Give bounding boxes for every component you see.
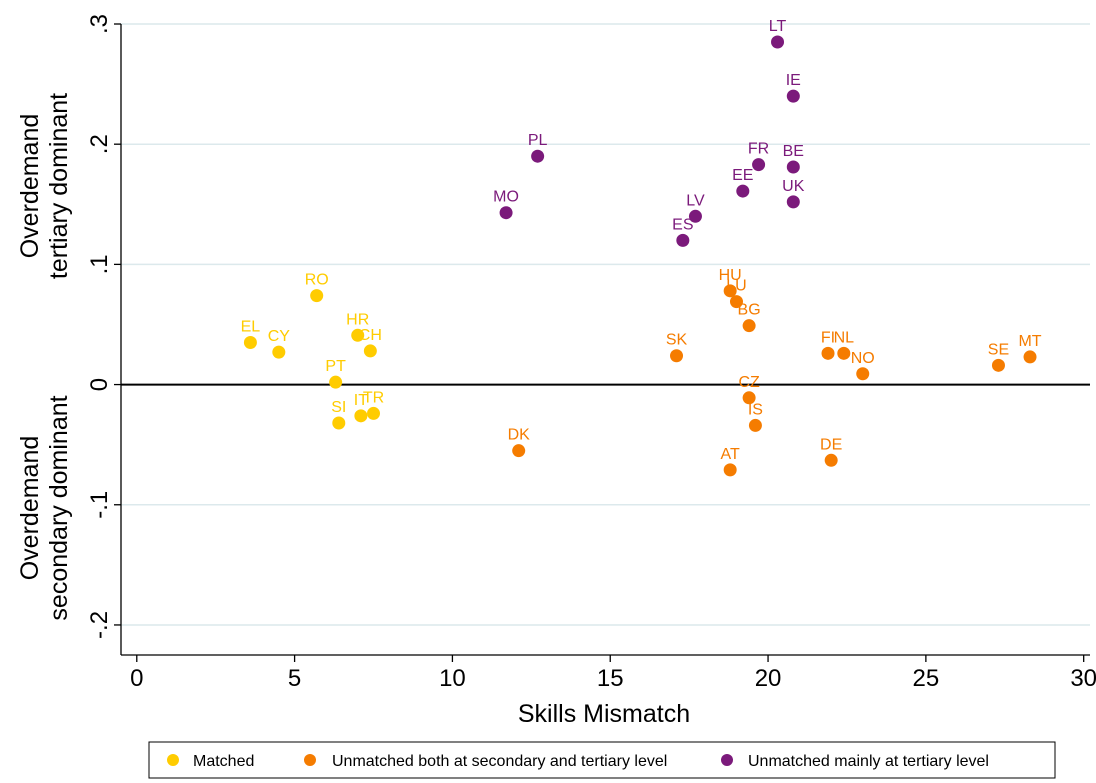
x-tick-label: 5 [288, 665, 301, 692]
x-tick-label: 0 [130, 665, 143, 692]
point-dk [512, 444, 526, 458]
point-ch [363, 344, 377, 358]
legend-label-unmatched-tertiary: Unmatched mainly at tertiary level [748, 753, 989, 770]
point-label-cz: CZ [738, 374, 760, 391]
point-lt [771, 35, 785, 49]
point-label-it: IT [354, 392, 368, 409]
y-axis-title-lower: Overdemand secondary dominant [16, 395, 73, 620]
point-se [991, 358, 1005, 372]
legend-label-unmatched-both: Unmatched both at secondary and tertiary… [332, 753, 667, 770]
point-no [856, 367, 870, 381]
point-label-dk: DK [508, 427, 531, 444]
y-axis-title-upper-line2: tertiary dominant [45, 93, 73, 279]
point-label-lu: LU [726, 278, 746, 295]
y-axis-title-lower-line1: Overdemand [16, 436, 44, 581]
point-si [332, 416, 346, 430]
point-label-pl: PL [528, 132, 548, 149]
legend-box [148, 741, 1056, 779]
point-label-bg: BG [738, 302, 761, 319]
point-cy [272, 345, 286, 359]
point-is [748, 418, 762, 432]
point-label-fr: FR [748, 141, 769, 158]
point-de [824, 453, 838, 467]
point-label-lv: LV [686, 192, 705, 209]
point-at [723, 463, 737, 477]
point-label-ie: IE [786, 72, 801, 89]
point-ro [310, 289, 324, 303]
point-bg [742, 319, 756, 333]
y-axis-title-upper: Overdemand tertiary dominant [16, 93, 73, 279]
point-ie [786, 89, 800, 103]
point-be [786, 160, 800, 174]
point-label-pt: PT [325, 358, 346, 375]
point-label-mt: MT [1018, 333, 1041, 350]
point-es [676, 233, 690, 247]
x-tick-label: 20 [755, 665, 782, 692]
point-label-no: NO [851, 350, 875, 367]
point-ee [736, 184, 750, 198]
point-label-tr: TR [363, 389, 384, 406]
x-tick-label: 25 [913, 665, 940, 692]
point-label-at: AT [721, 446, 740, 463]
point-mt [1023, 350, 1037, 364]
axes: -.2 -.1 0 .1 .2 .3 0 5 10 15 20 25 30 [86, 14, 1096, 692]
point-label-si: SI [331, 399, 346, 416]
point-label-ch: CH [359, 327, 382, 344]
x-tick-label: 10 [439, 665, 466, 692]
legend-label-matched: Matched [193, 753, 254, 770]
point-label-lt: LT [769, 18, 787, 35]
point-mo [499, 206, 513, 220]
y-tick-label: .1 [86, 254, 113, 274]
point-label-el: EL [241, 319, 261, 336]
legend-marker-matched [167, 754, 179, 766]
point-label-hu: HU [719, 267, 742, 284]
legend: Matched Unmatched both at secondary and … [148, 741, 1056, 779]
legend-marker-unmatched-tertiary [721, 754, 733, 766]
x-axis-title: Skills Mismatch [518, 700, 690, 728]
point-hr [351, 328, 365, 342]
point-label-sk: SK [666, 332, 688, 349]
point-label-be: BE [783, 143, 804, 160]
point-sk [670, 349, 684, 363]
point-fr [752, 158, 766, 172]
gridlines [121, 23, 1090, 626]
point-pt [329, 375, 343, 389]
y-tick-label: .3 [86, 14, 113, 34]
point-label-ee: EE [732, 167, 753, 184]
point-pl [531, 149, 545, 163]
point-it [354, 409, 368, 423]
point-label-se: SE [988, 341, 1009, 358]
y-axis-title-upper-line1: Overdemand [16, 114, 44, 259]
point-label-nl: NL [834, 329, 855, 346]
point-hu [723, 284, 737, 298]
point-el [243, 336, 257, 350]
point-cz [742, 391, 756, 405]
point-uk [786, 195, 800, 209]
point-label-es: ES [672, 216, 693, 233]
point-label-cy: CY [268, 328, 291, 345]
point-nl [837, 346, 851, 360]
y-axis-title-lower-line2: secondary dominant [45, 395, 73, 620]
x-tick-label: 15 [597, 665, 624, 692]
point-label-mo: MO [493, 189, 519, 206]
point-tr [367, 406, 381, 420]
point-label-hr: HR [346, 311, 369, 328]
legend-marker-unmatched-both [304, 754, 316, 766]
y-tick-label: -.1 [86, 491, 113, 519]
point-label-de: DE [820, 436, 842, 453]
point-label-fi: FI [821, 329, 835, 346]
point-fi [821, 346, 835, 360]
x-tick-label: 30 [1070, 665, 1096, 692]
y-tick-label: 0 [86, 378, 113, 391]
y-tick-label: .2 [86, 134, 113, 154]
point-lu [729, 295, 743, 309]
point-label-uk: UK [782, 178, 805, 195]
y-tick-label: -.2 [86, 611, 113, 639]
point-lv [688, 209, 702, 223]
point-label-ro: RO [305, 272, 329, 289]
point-label-is: IS [748, 401, 763, 418]
